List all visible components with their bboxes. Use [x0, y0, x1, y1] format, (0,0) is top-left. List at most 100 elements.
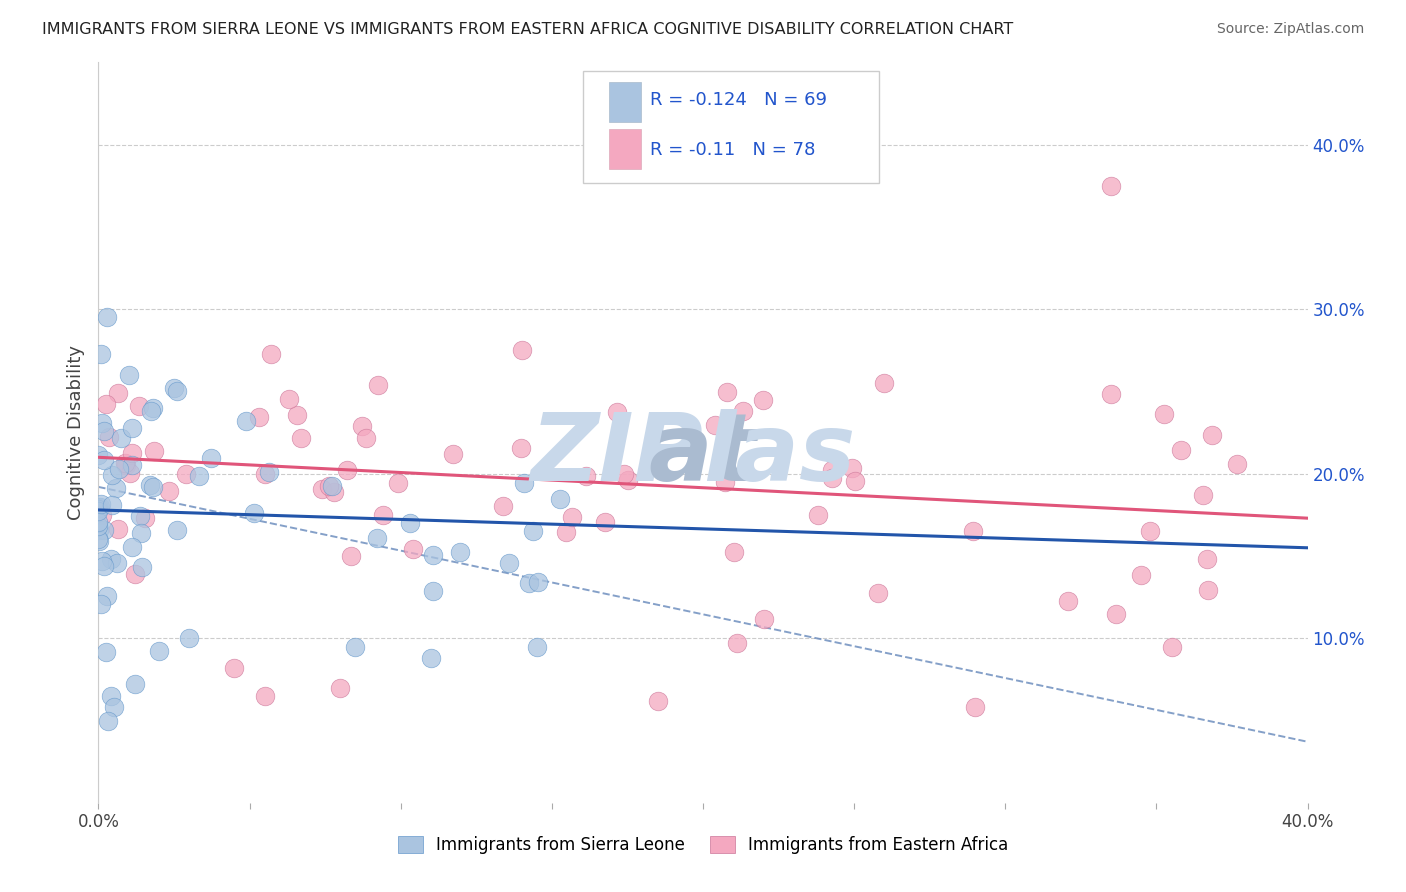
Text: R = -0.124   N = 69: R = -0.124 N = 69: [650, 92, 827, 110]
Point: [87, 519, 110, 533]
Point: [235, 414, 257, 428]
Point: [90, 508, 112, 522]
Point: [510, 441, 533, 455]
Point: [441, 447, 464, 461]
Point: [96, 645, 118, 659]
Point: [373, 508, 395, 522]
Point: [139, 478, 162, 492]
Point: [527, 575, 550, 590]
Point: [1099, 386, 1122, 401]
Point: [93, 524, 115, 538]
Point: [110, 431, 132, 445]
Point: [174, 467, 197, 481]
Text: IMMIGRANTS FROM SIERRA LEONE VS IMMIGRANTS FROM EASTERN AFRICA COGNITIVE DISABIL: IMMIGRANTS FROM SIERRA LEONE VS IMMIGRAN…: [42, 22, 1014, 37]
Point: [90, 497, 112, 511]
Point: [87, 501, 110, 516]
Point: [87, 533, 110, 548]
Point: [613, 467, 636, 482]
Point: [311, 483, 333, 497]
Text: at: at: [648, 409, 758, 500]
Point: [595, 515, 617, 529]
Point: [647, 694, 669, 708]
Point: [142, 401, 165, 415]
Point: [965, 700, 987, 714]
Point: [93, 559, 115, 574]
Point: [1099, 178, 1122, 193]
Point: [121, 458, 143, 472]
Point: [318, 479, 340, 493]
Text: las: las: [703, 409, 855, 500]
Point: [97, 714, 120, 728]
Point: [844, 474, 866, 488]
Point: [157, 483, 180, 498]
Point: [526, 640, 548, 654]
Point: [962, 524, 984, 538]
Point: [1105, 607, 1128, 622]
Point: [752, 612, 775, 626]
Point: [336, 463, 359, 477]
Point: [733, 404, 755, 418]
Point: [242, 506, 264, 520]
Point: [105, 481, 128, 495]
Point: [134, 511, 156, 525]
Point: [492, 499, 515, 513]
Point: [94, 397, 117, 411]
Point: [1201, 428, 1223, 442]
Point: [1139, 524, 1161, 539]
Point: [87, 448, 110, 462]
Point: [108, 462, 131, 476]
Text: Source: ZipAtlas.com: Source: ZipAtlas.com: [1216, 22, 1364, 37]
Point: [723, 545, 745, 559]
Point: [422, 548, 444, 562]
Point: [422, 584, 444, 599]
Point: [498, 557, 520, 571]
Point: [1197, 582, 1219, 597]
Point: [321, 479, 343, 493]
Point: [617, 473, 640, 487]
Point: [257, 466, 280, 480]
Point: [366, 531, 388, 545]
Point: [107, 522, 129, 536]
Point: [517, 575, 540, 590]
Point: [93, 424, 115, 438]
Point: [290, 432, 312, 446]
Point: [87, 523, 110, 537]
Point: [339, 549, 361, 564]
Point: [548, 492, 571, 507]
Point: [367, 378, 389, 392]
Point: [93, 453, 115, 467]
Point: [260, 347, 283, 361]
Point: [97, 430, 120, 444]
Point: [114, 458, 136, 472]
Point: [1197, 552, 1219, 566]
Point: [714, 475, 737, 489]
Point: [716, 385, 738, 400]
Point: [200, 451, 222, 466]
Point: [725, 636, 748, 650]
Point: [129, 526, 152, 541]
Point: [96, 589, 118, 603]
Point: [513, 475, 536, 490]
Point: [420, 651, 443, 665]
Point: [1160, 640, 1182, 654]
Point: [143, 444, 166, 458]
Point: [253, 689, 276, 703]
Point: [402, 541, 425, 556]
Point: [554, 525, 576, 540]
Point: [163, 381, 186, 395]
Point: [821, 463, 844, 477]
Point: [89, 500, 111, 515]
Point: [821, 471, 844, 485]
Y-axis label: Cognitive Disability: Cognitive Disability: [66, 345, 84, 520]
Point: [575, 468, 598, 483]
Point: [90, 346, 112, 360]
Point: [103, 700, 125, 714]
Point: [121, 420, 143, 434]
Point: [124, 566, 146, 581]
Point: [87, 532, 110, 546]
Legend: Immigrants from Sierra Leone, Immigrants from Eastern Africa: Immigrants from Sierra Leone, Immigrants…: [391, 830, 1015, 861]
Text: R = -0.11   N = 78: R = -0.11 N = 78: [650, 141, 815, 159]
Point: [247, 409, 270, 424]
Point: [128, 509, 150, 524]
Point: [166, 384, 188, 399]
